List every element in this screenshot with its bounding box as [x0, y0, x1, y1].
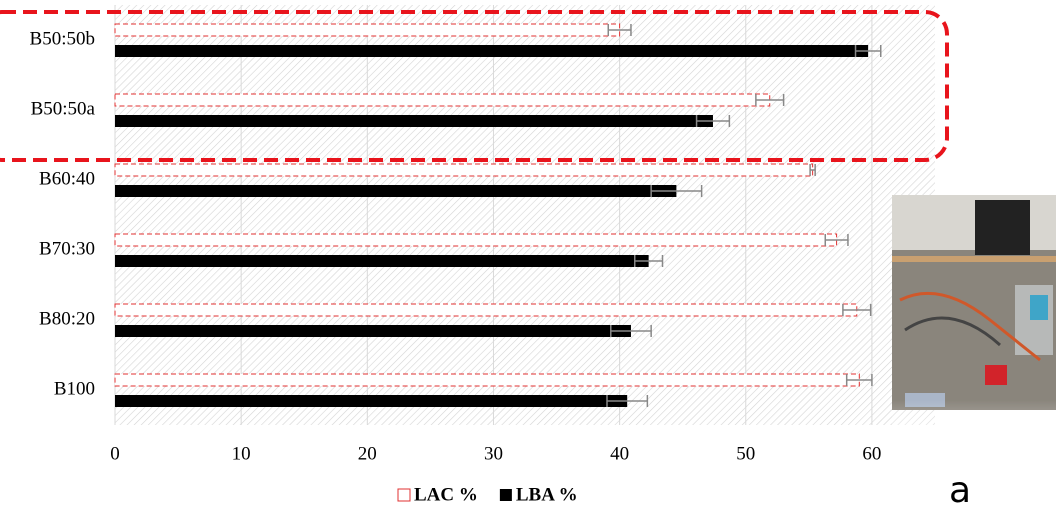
- error-bar: [650, 185, 703, 197]
- error-bar: [755, 94, 785, 106]
- photo-shelf: [892, 256, 1056, 262]
- bar: [114, 93, 771, 107]
- error-bar: [845, 374, 873, 386]
- photo-fade: [892, 400, 1056, 485]
- panel-label: a: [949, 470, 971, 511]
- legend-label: LAC %: [414, 484, 478, 505]
- bar: [114, 233, 838, 247]
- y-tick-label: B70:30: [39, 238, 95, 259]
- y-tick-label: B80:20: [39, 308, 95, 329]
- photo-screen: [1030, 295, 1048, 320]
- photo-tubes: [899, 291, 1041, 362]
- y-tick-label: B50:50a: [31, 98, 96, 119]
- x-tick-label: 50: [736, 443, 755, 464]
- error-bar: [824, 234, 849, 246]
- bar: [115, 115, 713, 127]
- legend-swatch: [397, 488, 411, 502]
- error-bar: [809, 164, 816, 176]
- x-tick-label: 10: [232, 443, 251, 464]
- bar: [114, 23, 621, 37]
- y-tick-label: B100: [54, 378, 95, 399]
- bar: [115, 325, 631, 337]
- photo-inset: [892, 195, 1056, 485]
- grid: 0 10 20 30 40 50 60 B50:50b B50:50a B60:40 B70:30 B…: [30, 5, 881, 464]
- y-tick-label: B50:50b: [30, 28, 95, 49]
- bar: [115, 45, 869, 57]
- x-tick-label: 20: [358, 443, 377, 464]
- bar: [115, 395, 628, 407]
- plot-area: [115, 5, 935, 425]
- error-bar: [842, 304, 872, 316]
- error-bar: [695, 115, 731, 127]
- error-bar: [634, 255, 664, 267]
- y-tick-label: B60:40: [39, 168, 95, 189]
- x-tick-label: 40: [610, 443, 629, 464]
- bar: [114, 163, 814, 177]
- bar: [115, 255, 649, 267]
- photo-device: [975, 200, 1030, 255]
- photo-wall: [892, 195, 1056, 250]
- error-bar: [607, 24, 632, 36]
- bar: [115, 185, 677, 197]
- bars: [114, 23, 882, 407]
- legend: LAC % LBA %: [397, 484, 578, 505]
- highlight-box: [0, 10, 949, 162]
- legend-swatch: [499, 489, 512, 501]
- photo-pump: [985, 365, 1007, 385]
- error-bar: [606, 395, 649, 407]
- photo-cables: [904, 316, 1002, 347]
- x-tick-label: 30: [484, 443, 503, 464]
- error-bar: [610, 325, 652, 337]
- legend-label: LBA %: [516, 484, 578, 505]
- error-bar: [854, 45, 882, 57]
- x-tick-label: 60: [862, 443, 881, 464]
- x-tick-label: 0: [110, 443, 120, 464]
- bar: [114, 373, 860, 387]
- bar: [114, 303, 858, 317]
